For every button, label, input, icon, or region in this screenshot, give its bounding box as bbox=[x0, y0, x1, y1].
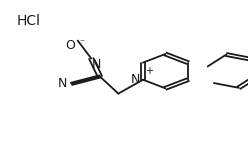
Text: ⁻: ⁻ bbox=[80, 38, 85, 48]
Text: N: N bbox=[131, 73, 140, 86]
Text: O: O bbox=[65, 39, 75, 52]
Text: N: N bbox=[58, 77, 67, 89]
Text: N: N bbox=[92, 58, 102, 71]
Text: HCl: HCl bbox=[16, 14, 40, 28]
Text: +: + bbox=[145, 66, 153, 77]
